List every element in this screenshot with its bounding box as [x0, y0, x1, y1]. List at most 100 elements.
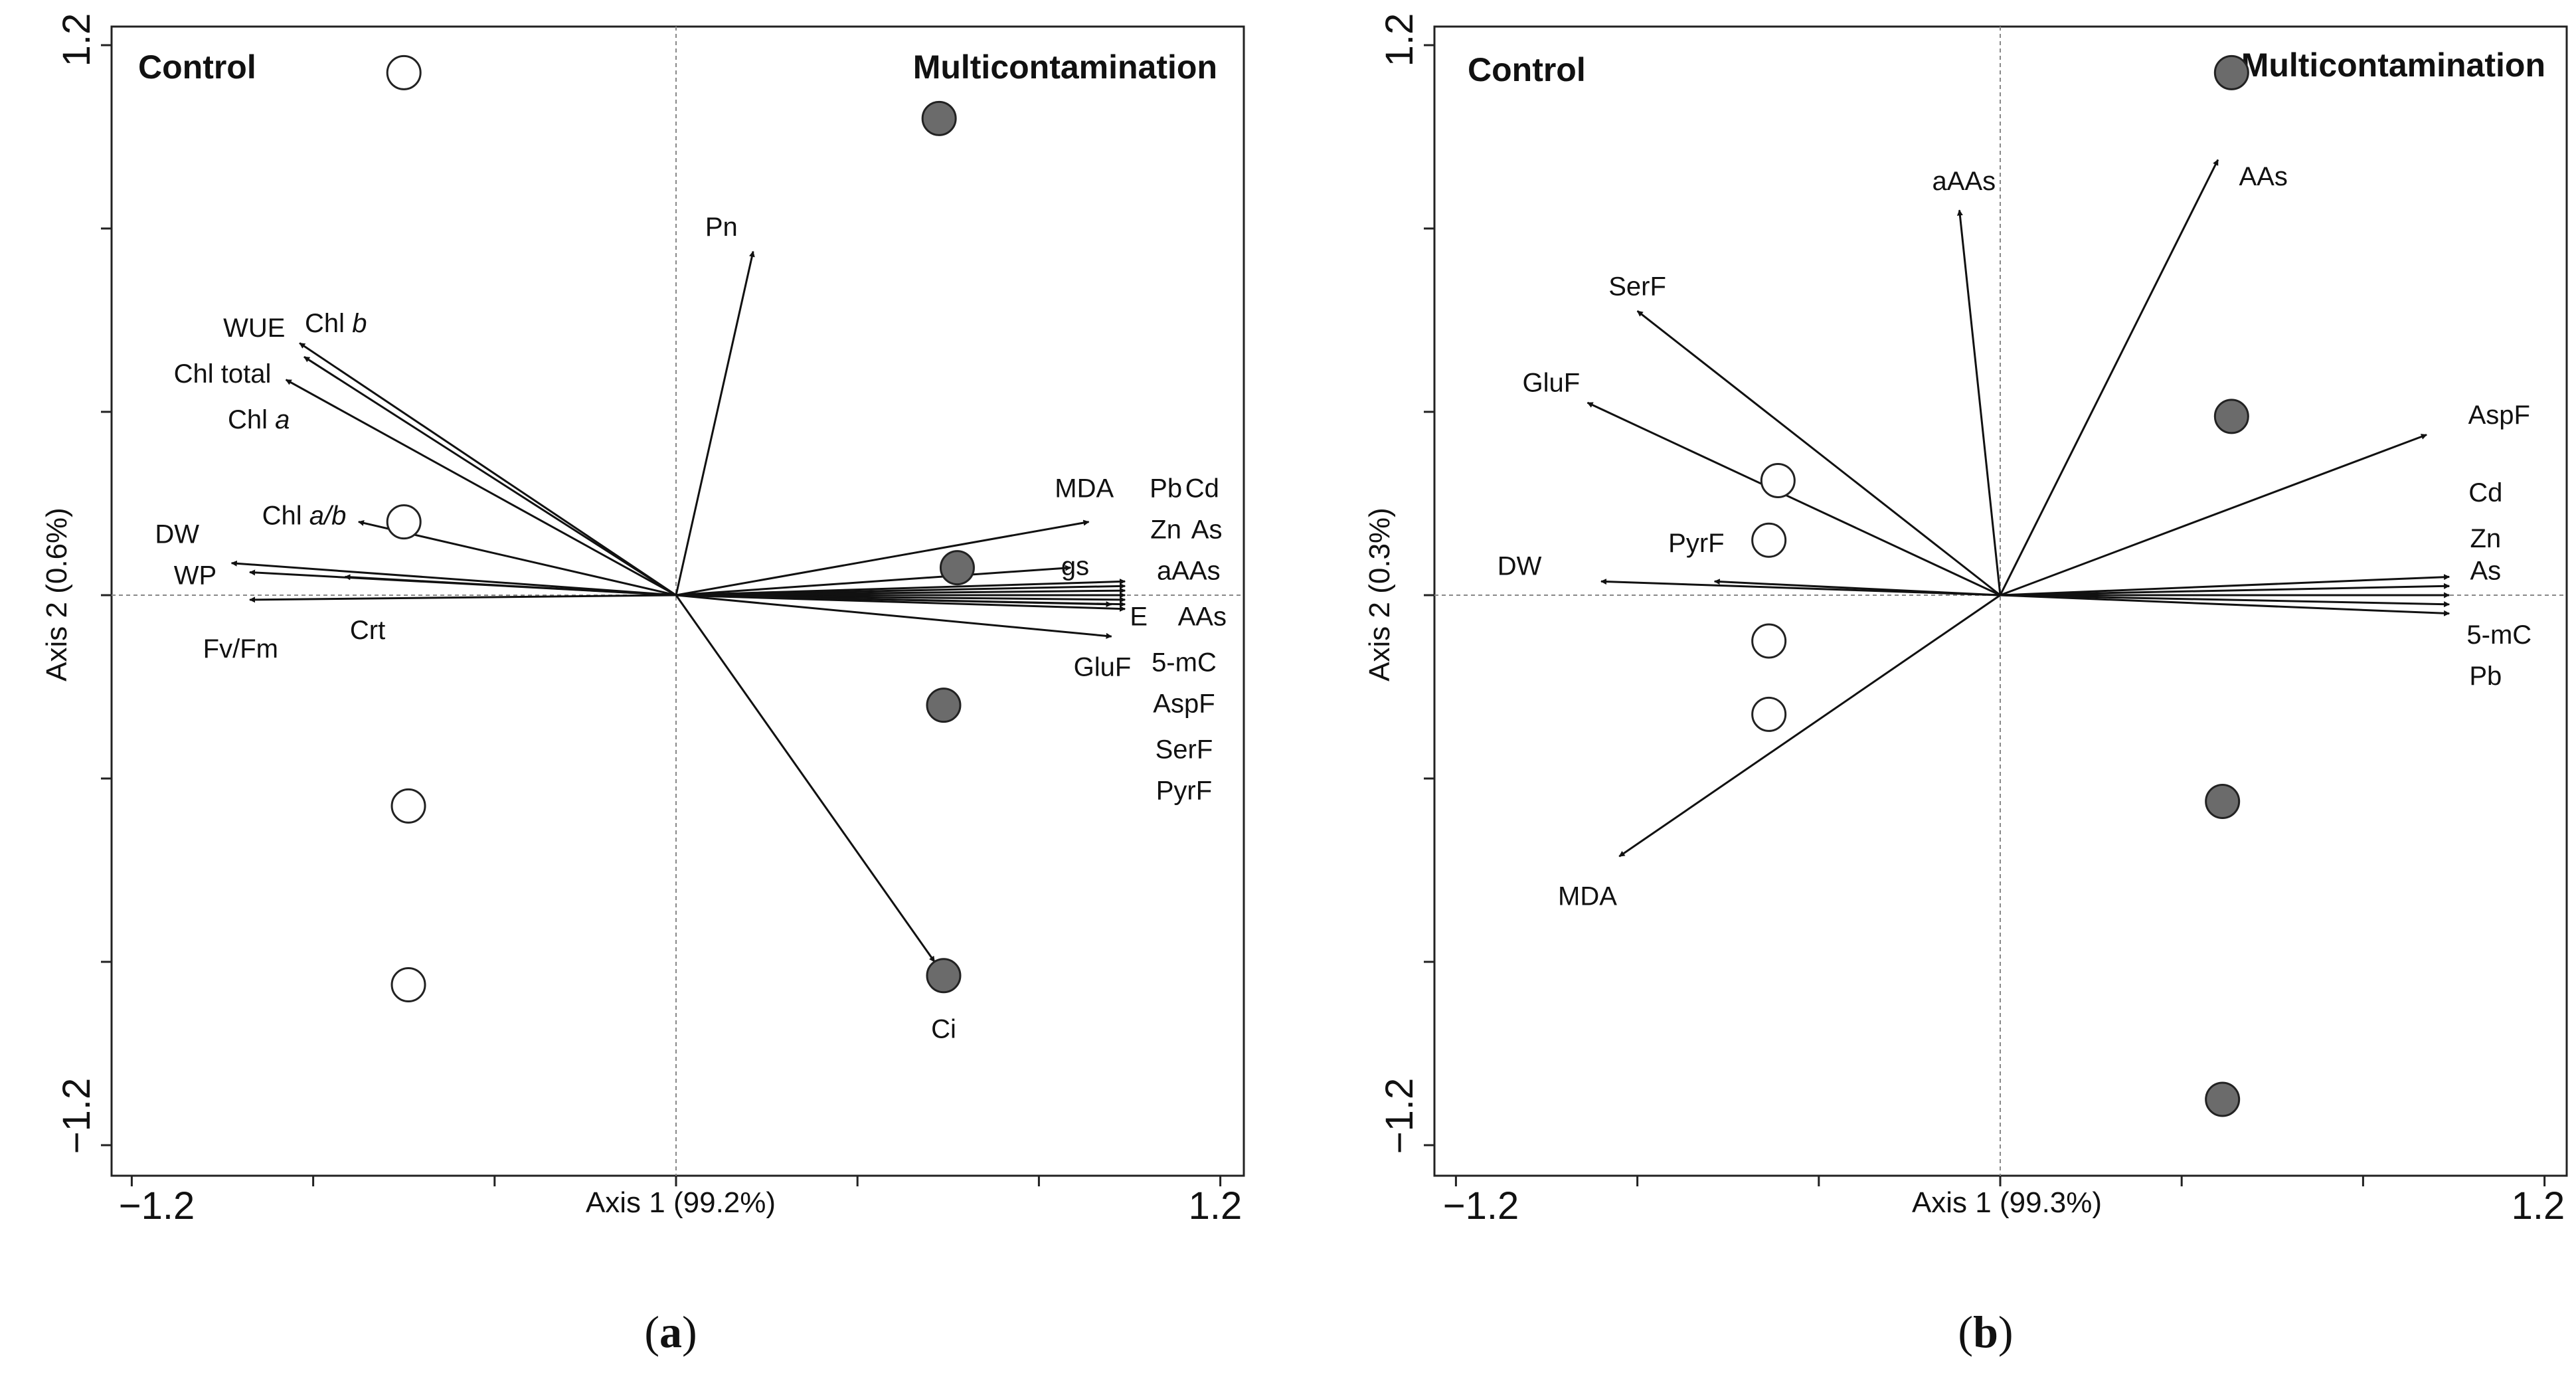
multicontamination-sample-point — [2205, 1081, 2241, 1117]
sample-points — [386, 54, 975, 1002]
loading-arrow — [1600, 579, 2001, 597]
variable-label: Chl b — [305, 308, 367, 337]
control-sample-point — [386, 504, 422, 540]
variable-label: E — [1130, 602, 1148, 631]
loading-arrow — [2000, 574, 2450, 597]
loading-arrow — [675, 594, 1112, 639]
variable-label: GluF — [1522, 368, 1580, 397]
variable-label: PyrF — [1668, 529, 1724, 558]
loading-arrow — [1636, 310, 2001, 597]
variable-label: Pn — [705, 213, 738, 242]
y-tick-label-min: −1.2 — [55, 1078, 98, 1154]
loading-arrow — [2000, 594, 2450, 608]
y-axis-label: Axis 2 (0.6%) — [41, 507, 73, 682]
variable-label: Chl a — [228, 405, 290, 434]
variable-label: gs — [1061, 551, 1089, 581]
variable-labels: Pn WUE Chl b Chl total Chl a Chl a/b DW WP Crt Fv… — [155, 213, 1227, 1044]
variable-label: Pb — [2469, 662, 2502, 691]
multicontamination-sample-point — [2213, 54, 2249, 90]
variable-label: Ci — [931, 1014, 956, 1044]
loading-arrows — [230, 250, 1126, 963]
variable-label: Cd — [1185, 474, 1219, 503]
variable-label: Chl total — [174, 359, 272, 388]
group-label-control: Control — [138, 48, 256, 86]
variable-label: AspF — [1153, 689, 1215, 718]
variable-label: DW — [1498, 551, 1542, 581]
axis-ticks — [101, 44, 1222, 1186]
loading-arrow — [299, 342, 677, 597]
loading-arrow — [249, 594, 677, 603]
variable-label: SerF — [1156, 735, 1213, 764]
variable-label: SerF — [1608, 272, 1666, 301]
variable-labels: aAAs AAs SerF GluF AspF Cd PyrF Zn DW As 5-mC Pb MDA — [1498, 162, 2532, 911]
loading-arrow — [1999, 159, 2219, 596]
sample-points — [1751, 54, 2249, 1117]
group-label-multicontamination: Multicontamination — [913, 48, 1217, 86]
control-sample-point — [1760, 463, 1796, 498]
variable-label: aAAs — [1157, 556, 1221, 585]
loading-arrow — [344, 574, 677, 597]
variable-label: As — [2470, 556, 2501, 585]
loading-arrow — [2000, 583, 2450, 597]
variable-label: AAs — [1178, 602, 1227, 631]
multicontamination-sample-point — [939, 550, 975, 586]
loading-arrow — [675, 250, 755, 596]
variable-label: DW — [155, 519, 199, 549]
control-sample-point — [390, 788, 426, 824]
y-tick-label-max: 1.2 — [55, 13, 98, 67]
multicontamination-sample-point — [921, 100, 957, 136]
x-axis-label: Axis 1 (99.2%) — [586, 1186, 776, 1219]
variable-label: AAs — [2239, 162, 2287, 191]
control-sample-point — [390, 967, 426, 1002]
group-label-multicontamination: Multicontamination — [2241, 46, 2545, 84]
group-label-control: Control — [1468, 51, 1586, 88]
x-tick-label-min: −1.2 — [119, 1184, 195, 1228]
loading-arrow — [303, 355, 677, 597]
loading-arrow — [285, 379, 677, 597]
loading-arrow — [1587, 401, 2001, 597]
variable-label: MDA — [1558, 881, 1617, 911]
variable-label: GluF — [1074, 652, 1132, 682]
loading-arrow — [230, 560, 677, 597]
y-tick-label-min: −1.2 — [1378, 1078, 1421, 1154]
variable-label: As — [1191, 515, 1223, 544]
plot-frame — [1433, 25, 2568, 1177]
variable-label: Zn — [1150, 515, 1181, 544]
variable-label: 5-mC — [2466, 620, 2532, 650]
x-axis-label: Axis 1 (99.3%) — [1912, 1186, 2102, 1219]
variable-label: Chl a/b — [262, 501, 347, 530]
variable-label: PyrF — [1156, 776, 1212, 805]
control-sample-point — [386, 54, 422, 90]
control-sample-point — [1751, 522, 1787, 558]
biplot-panel-b: −1.2 1.2 1.2 −1.2 Axis 1 (99.3%) Axis 2 … — [1363, 13, 2568, 1228]
loading-arrow — [1956, 209, 2002, 596]
control-sample-point — [1751, 623, 1787, 659]
loading-arrow — [675, 565, 1072, 597]
variable-label: WP — [174, 561, 216, 590]
loading-arrow — [675, 595, 936, 963]
loading-arrow — [2000, 434, 2427, 597]
caption-a: (a) — [644, 1307, 697, 1357]
variable-label: aAAs — [1932, 167, 1996, 196]
loading-arrow — [675, 594, 1112, 608]
biplot-panel-a: −1.2 1.2 1.2 −1.2 Axis 1 (99.2%) Axis 2 … — [41, 13, 1245, 1228]
multicontamination-sample-point — [926, 688, 962, 723]
multicontamination-sample-point — [926, 958, 962, 994]
x-tick-label-max: 1.2 — [2512, 1184, 2565, 1228]
control-sample-point — [1751, 696, 1787, 732]
variable-label: Pb — [1150, 474, 1182, 503]
variable-label: Crt — [350, 616, 385, 645]
plot-frame — [110, 25, 1245, 1177]
multicontamination-sample-point — [2213, 399, 2249, 434]
caption-b: (b) — [1958, 1307, 2013, 1357]
loading-arrow — [675, 519, 1090, 597]
variable-label: AspF — [2468, 400, 2530, 429]
loading-arrows — [1587, 159, 2450, 858]
variable-label: WUE — [223, 313, 285, 342]
axis-ticks — [1424, 44, 2546, 1186]
loading-arrow — [2000, 594, 2450, 616]
y-tick-label-max: 1.2 — [1378, 13, 1421, 67]
variable-label: Zn — [2470, 524, 2501, 553]
x-tick-label-min: −1.2 — [1443, 1184, 1519, 1228]
